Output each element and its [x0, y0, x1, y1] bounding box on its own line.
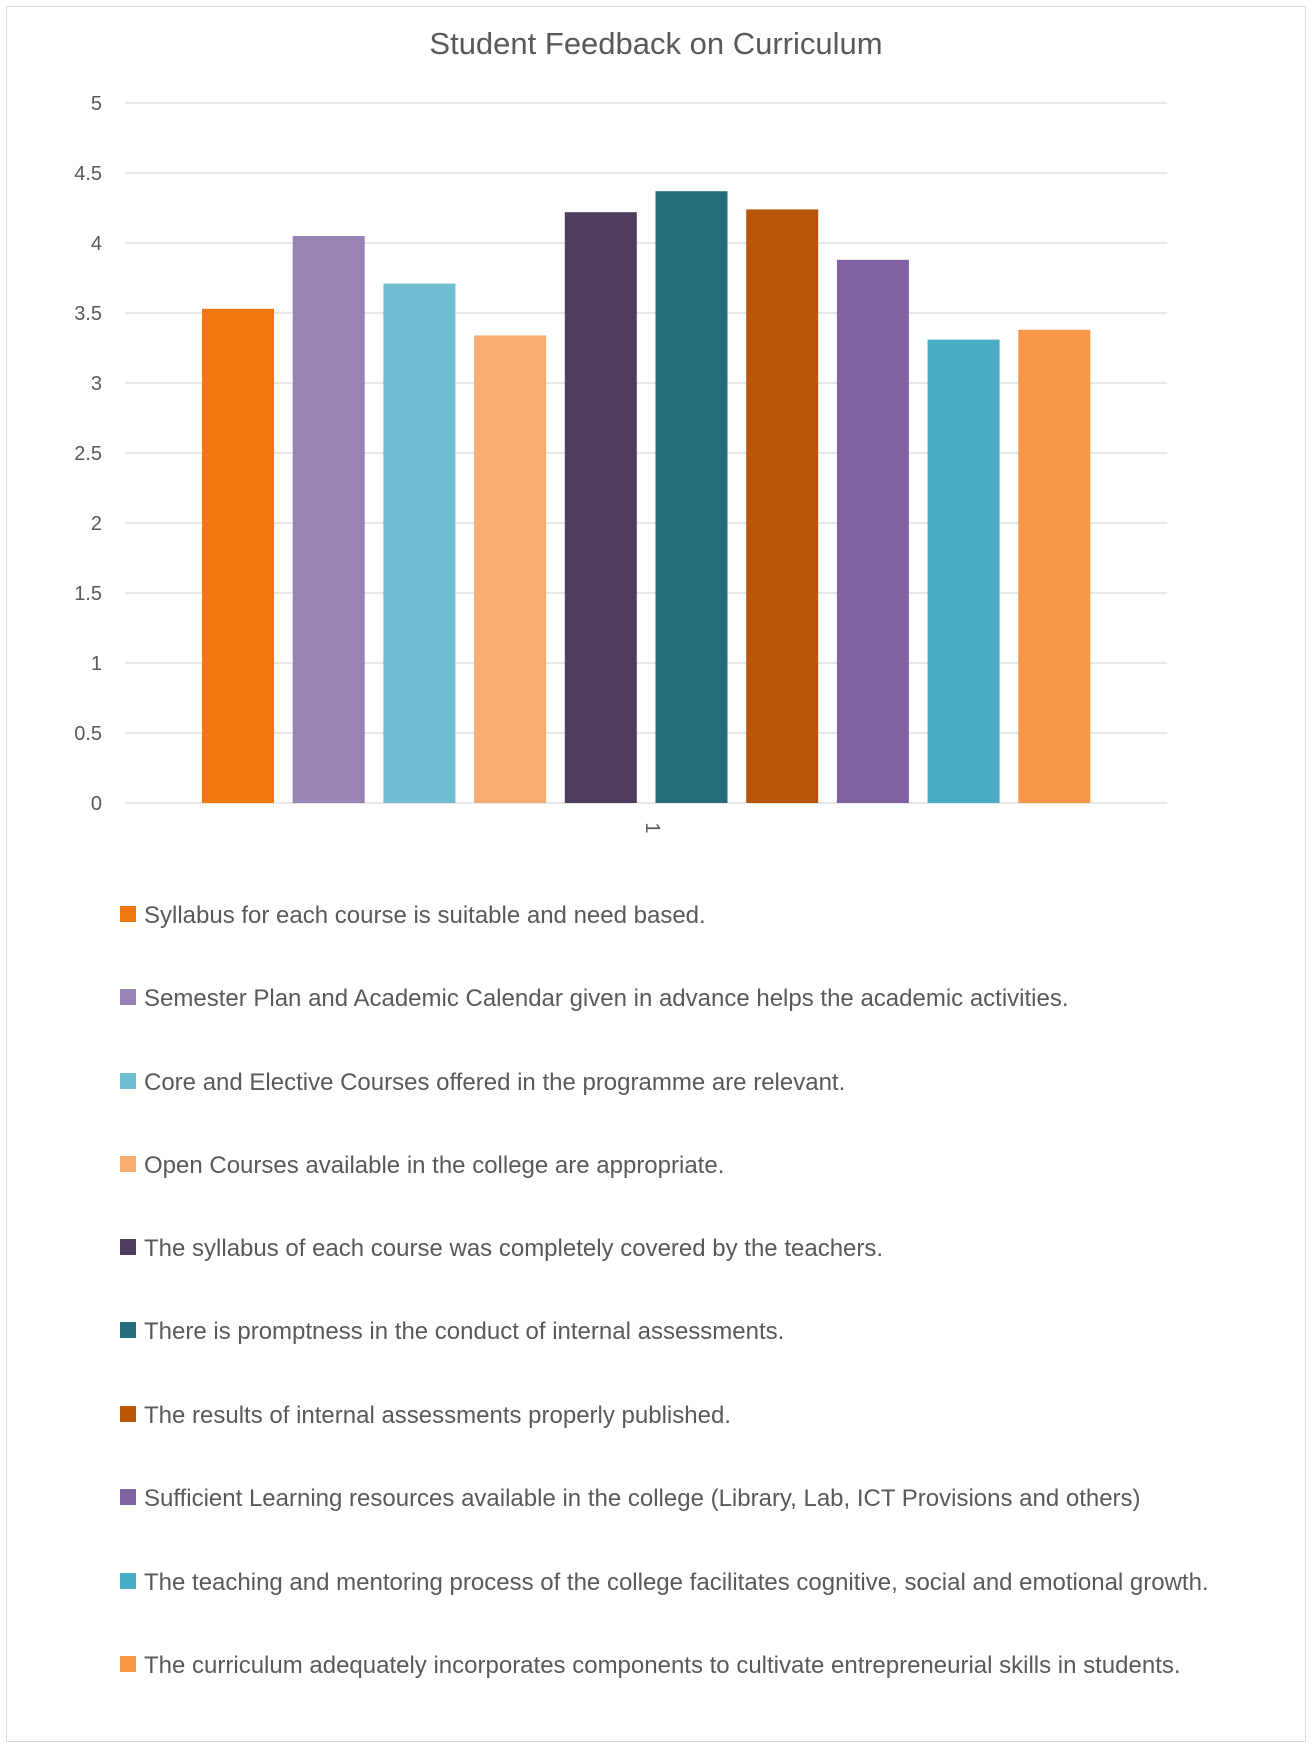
bar — [292, 236, 365, 803]
chart-title: Student Feedback on Curriculum — [429, 26, 883, 61]
y-tick-label: 4.5 — [74, 163, 102, 185]
y-tick-label: 0.5 — [74, 723, 102, 745]
legend-swatch — [120, 1573, 136, 1589]
y-tick-label: 5 — [91, 93, 102, 115]
legend-swatch — [120, 1656, 136, 1672]
legend-swatch — [120, 1322, 136, 1338]
bar — [746, 209, 819, 803]
y-tick-label: 0 — [91, 793, 102, 815]
x-tick-label: 1 — [641, 822, 663, 833]
chart-plot-area: 0 0.5 1 1.5 2 2.5 3 3.5 4 4.5 5 1 — [74, 93, 1167, 834]
bar — [1018, 329, 1091, 803]
y-tick-label: 2.5 — [74, 443, 102, 465]
legend-label: The syllabus of each course was complete… — [144, 1235, 884, 1262]
legend-label: Sufficient Learning resources available … — [144, 1485, 1141, 1512]
legend-label: Open Courses available in the college ar… — [144, 1152, 725, 1179]
bar — [474, 335, 547, 803]
bar — [383, 283, 456, 804]
legend-label: The teaching and mentoring process of th… — [144, 1569, 1209, 1596]
chart-frame — [6, 6, 1306, 1742]
legend-swatch — [120, 1489, 136, 1505]
legend-swatch — [120, 1239, 136, 1255]
bar — [202, 308, 274, 803]
y-tick-label: 1 — [91, 653, 102, 675]
legend-swatch — [120, 1406, 136, 1422]
bar — [927, 339, 1000, 803]
legend-swatch — [120, 1156, 136, 1172]
bar — [564, 212, 637, 803]
y-tick-label: 2 — [91, 513, 102, 535]
legend-swatch — [120, 989, 136, 1005]
legend-label: The curriculum adequately incorporates c… — [144, 1652, 1181, 1679]
legend-label: Syllabus for each course is suitable and… — [144, 902, 706, 929]
y-tick-label: 3 — [91, 373, 102, 395]
legend-label: Semester Plan and Academic Calendar give… — [144, 985, 1069, 1012]
y-tick-label: 3.5 — [74, 303, 102, 325]
y-tick-label: 4 — [91, 233, 102, 255]
legend-label: Core and Elective Courses offered in the… — [144, 1069, 846, 1096]
legend-label: There is promptness in the conduct of in… — [144, 1318, 785, 1345]
y-tick-label: 1.5 — [74, 583, 102, 605]
legend-swatch — [120, 906, 136, 922]
bar — [836, 259, 909, 803]
legend-swatch — [120, 1073, 136, 1089]
legend-label: The results of internal assessments prop… — [144, 1402, 731, 1429]
bar — [655, 191, 728, 803]
